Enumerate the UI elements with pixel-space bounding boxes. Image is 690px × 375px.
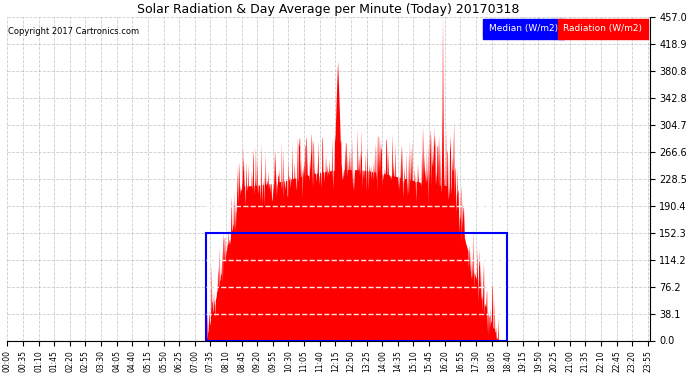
Text: Copyright 2017 Cartronics.com: Copyright 2017 Cartronics.com — [8, 27, 139, 36]
Title: Solar Radiation & Day Average per Minute (Today) 20170318: Solar Radiation & Day Average per Minute… — [137, 3, 520, 16]
Legend: Median (W/m2), Radiation (W/m2): Median (W/m2), Radiation (W/m2) — [484, 21, 645, 36]
Bar — [206, 232, 507, 340]
